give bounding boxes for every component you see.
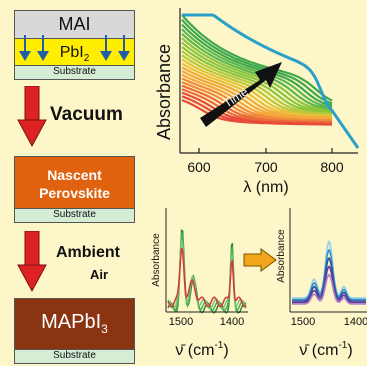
absorbance-spectrum <box>181 54 333 115</box>
ir-spectrum <box>292 273 366 305</box>
x-axis-label: ν̄ (cm-1) <box>299 340 352 359</box>
y-axis-label: Absorbance <box>151 233 162 287</box>
y-axis-label: Absorbance <box>154 44 174 140</box>
mai-pbi2-stack: MAI PbI2 Substrate <box>14 10 135 80</box>
down-arrow-icon <box>17 86 47 148</box>
absorbance-chart: Absorbance 600 700 800 λ (nm) Time <box>154 8 360 196</box>
ir-spectrum <box>292 239 366 299</box>
nascent-perovskite-stack: Nascent Perovskite Substrate <box>14 156 135 223</box>
absorbance-spectrum <box>181 14 333 102</box>
air-label: Air <box>90 267 109 282</box>
absorbance-spectrum <box>181 41 333 112</box>
ir-right-spectra <box>292 239 366 305</box>
x-tick-label: 700 <box>254 159 278 175</box>
absorbance-spectrum <box>181 19 333 105</box>
x-tick-label: 1500 <box>169 316 193 328</box>
ir-spectrum <box>167 247 247 308</box>
vacuum-label: Vacuum <box>50 104 123 125</box>
ir-left-spectra <box>167 229 247 314</box>
absorbance-spectrum <box>181 23 333 107</box>
mai-label: MAI <box>58 14 91 34</box>
ir-spectrum <box>292 248 366 301</box>
perovskite-label: Perovskite <box>39 185 110 201</box>
mapbi3-text: MAPbI <box>41 311 102 333</box>
final-absorbance-spectrum <box>182 13 360 149</box>
x-axis-label: λ (nm) <box>243 179 288 196</box>
ir-chart-right: Absorbance 1500 1400 ν̄ (cm-1) <box>276 208 367 359</box>
x-tick-label: 1500 <box>291 316 315 328</box>
time-arrow-icon <box>200 62 282 127</box>
x-tick-label: 1400 <box>220 316 244 328</box>
right-arrow-icon <box>243 248 277 272</box>
nascent-label: Nascent <box>47 167 102 183</box>
mapbi3-stack: MAPbI3 Substrate <box>14 298 135 364</box>
x-tick-label: 600 <box>187 159 211 175</box>
x-tick-label: 800 <box>320 159 344 175</box>
y-axis-label: Absorbance <box>276 229 287 283</box>
pbi2-text: PbI <box>59 44 84 61</box>
x-axis-label: ν̄ (cm-1) <box>175 340 228 359</box>
ir-spectrum <box>292 256 366 302</box>
diffusion-arrow-icon <box>19 35 130 61</box>
ir-chart-left: Absorbance 1500 1400 ν̄ (cm-1) <box>151 208 248 359</box>
x-tick-label: 1400 <box>344 316 367 328</box>
pbi2-label: PbI2 <box>15 44 134 64</box>
ambient-label: Ambient <box>56 244 120 261</box>
substrate-label: Substrate <box>15 65 134 79</box>
absorbance-spectrum <box>181 37 333 111</box>
ir-spectrum <box>292 265 366 304</box>
substrate-label: Substrate <box>15 349 134 363</box>
mapbi3-label: MAPbI3 <box>15 311 134 336</box>
mapbi3-subscript: 3 <box>101 322 108 336</box>
mai-layer <box>15 11 134 39</box>
down-arrow-icon <box>17 231 47 293</box>
pbi2-subscript: 2 <box>83 53 90 65</box>
substrate-label: Substrate <box>15 208 134 222</box>
